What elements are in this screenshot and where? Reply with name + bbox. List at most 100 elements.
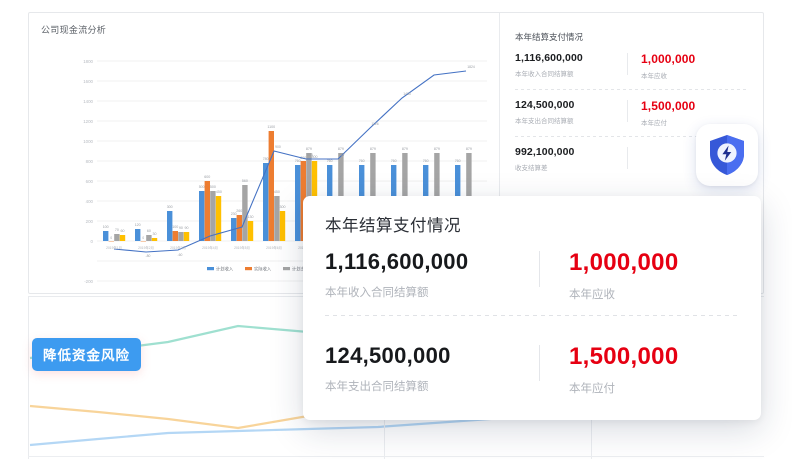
svg-text:800: 800 — [312, 155, 318, 159]
zoom-col-expense-settlement: 124,500,000 本年支出合同结算额 — [325, 343, 525, 396]
svg-text:-60: -60 — [178, 253, 183, 257]
svg-text:90: 90 — [185, 226, 189, 230]
svg-text:2019年5月: 2019年5月 — [234, 245, 250, 250]
stat-col-payable: 1,500,000 本年应付 — [627, 99, 739, 127]
svg-text:130: 130 — [248, 215, 254, 219]
svg-text:1824: 1824 — [467, 65, 475, 69]
stat-label: 本年应收 — [641, 73, 667, 80]
svg-text:2019年2月: 2019年2月 — [138, 245, 154, 250]
svg-text:827: 827 — [339, 153, 345, 157]
svg-text:230: 230 — [231, 212, 237, 216]
svg-text:60: 60 — [147, 229, 151, 233]
svg-text:879: 879 — [434, 147, 440, 151]
magnified-settlement-card: 本年结算支付情况 1,116,600,000 本年收入合同结算额 1,000,0… — [303, 196, 761, 420]
stat-value: 992,100,000 — [515, 146, 575, 158]
shield-lightning-icon — [710, 135, 744, 175]
svg-text:760: 760 — [455, 159, 461, 163]
svg-text:-200: -200 — [84, 279, 93, 284]
risk-badge[interactable]: 降低资金风险 — [32, 338, 141, 371]
bar-group-5: 230 260 560 130 — [231, 179, 254, 241]
svg-text:120: 120 — [135, 223, 141, 227]
zoom-value: 1,500,000 — [569, 343, 679, 370]
svg-text:计划支出: 计划支出 — [292, 266, 309, 273]
svg-text:60: 60 — [121, 229, 125, 233]
stat-label: 本年支出合同结算额 — [515, 118, 574, 125]
zoom-card-row-expense: 124,500,000 本年支出合同结算额 1,500,000 本年应付 — [325, 343, 739, 396]
stat-col-balance: 992,100,000 收支结算差 — [515, 146, 627, 172]
stat-value: 124,500,000 — [515, 99, 575, 111]
stat-label: 本年收入合同结算额 — [515, 71, 574, 78]
strip-divider-1 — [384, 414, 385, 459]
svg-text:2019年4月: 2019年4月 — [202, 245, 218, 250]
svg-text:2019年3月: 2019年3月 — [170, 245, 186, 250]
svg-text:879: 879 — [402, 147, 408, 151]
strip-left-border — [28, 296, 29, 459]
svg-text:1100: 1100 — [267, 125, 275, 129]
stat-block-balance: 992,100,000 收支结算差 — [515, 146, 763, 182]
svg-text:600: 600 — [86, 179, 94, 184]
svg-text:818: 818 — [307, 153, 313, 157]
stat-value: 1,000,000 — [641, 52, 696, 66]
svg-text:30: 30 — [153, 232, 157, 236]
zoom-col-payable: 1,500,000 本年应付 — [525, 343, 725, 396]
svg-text:800: 800 — [86, 159, 94, 164]
stat-col-balance-empty — [627, 146, 739, 172]
svg-text:760: 760 — [359, 159, 365, 163]
stat-block-expense: 124,500,000 本年支出合同结算额 1,500,000 本年应付 — [515, 99, 763, 137]
svg-text:实际收入: 实际收入 — [254, 266, 272, 273]
panel-divider — [499, 13, 500, 295]
svg-text:0: 0 — [91, 239, 94, 244]
svg-text:1126: 1126 — [371, 122, 378, 126]
chart-x-ticks: 2019年1月 2019年2月 2019年3月 2019年4月 2019年5月 … — [106, 245, 314, 250]
zoom-label: 本年应收 — [569, 289, 615, 301]
zoom-value: 1,116,600,000 — [325, 249, 469, 274]
svg-text:879: 879 — [338, 147, 344, 151]
stat-col-income-settlement: 1,116,600,000 本年收入合同结算额 — [515, 52, 627, 80]
svg-text:879: 879 — [370, 147, 376, 151]
svg-text:260: 260 — [236, 209, 242, 213]
bar-group-3: 300 100 90 90 — [167, 205, 190, 241]
svg-text:200: 200 — [86, 219, 94, 224]
stat-col-receivable: 1,000,000 本年应收 — [627, 52, 739, 80]
bar-group-4: 500 600 500 450 — [199, 175, 222, 241]
settlement-stats-panel: 本年结算支付情况 1,116,600,000 本年收入合同结算额 1,000,0… — [515, 31, 763, 191]
stat-block-income: 1,116,600,000 本年收入合同结算额 1,000,000 本年应收 — [515, 52, 763, 90]
stat-value: 1,116,600,000 — [515, 52, 583, 64]
page-title: 公司现金流分析 — [41, 25, 107, 35]
svg-text:760: 760 — [423, 159, 429, 163]
stat-col-expense-settlement: 124,500,000 本年支出合同结算额 — [515, 99, 627, 127]
svg-text:1435: 1435 — [403, 92, 411, 96]
zoom-value: 124,500,000 — [325, 343, 451, 368]
svg-text:1200: 1200 — [83, 119, 93, 124]
strip-bottom-border — [28, 456, 764, 457]
chart-line-labels: -80 -60 900 818 827 1126 1435 1824 — [146, 65, 475, 258]
svg-text:70: 70 — [115, 228, 119, 232]
bar-group-6: 780 1100 450 300 — [263, 125, 286, 241]
svg-text:2019年6月: 2019年6月 — [266, 245, 282, 250]
svg-text:-80: -80 — [146, 254, 151, 258]
svg-text:1000: 1000 — [83, 139, 93, 144]
svg-text:900: 900 — [275, 145, 281, 149]
svg-text:1600: 1600 — [83, 79, 93, 84]
chart-trend-line — [113, 70, 467, 253]
svg-text:0: 0 — [110, 236, 112, 240]
zoom-label: 本年应付 — [569, 383, 615, 395]
zoom-label: 本年收入合同结算额 — [325, 287, 429, 299]
bar-group-2: 120 0 60 30 — [135, 223, 158, 242]
svg-text:760: 760 — [295, 159, 301, 163]
svg-text:1400: 1400 — [83, 99, 93, 104]
bar-group-1: 100 0 70 60 — [103, 225, 126, 242]
svg-text:1800: 1800 — [83, 59, 93, 64]
svg-text:760: 760 — [327, 159, 333, 163]
svg-text:760: 760 — [391, 159, 397, 163]
svg-text:450: 450 — [274, 190, 280, 194]
svg-text:780: 780 — [263, 157, 269, 161]
zoom-col-income-settlement: 1,116,600,000 本年收入合同结算额 — [325, 249, 525, 302]
stats-heading: 本年结算支付情况 — [515, 32, 584, 42]
shield-badge[interactable] — [696, 124, 758, 186]
svg-text:300: 300 — [280, 205, 286, 209]
zoom-card-gap — [325, 302, 739, 330]
zoom-label: 本年支出合同结算额 — [325, 381, 429, 393]
svg-text:100: 100 — [172, 225, 178, 229]
